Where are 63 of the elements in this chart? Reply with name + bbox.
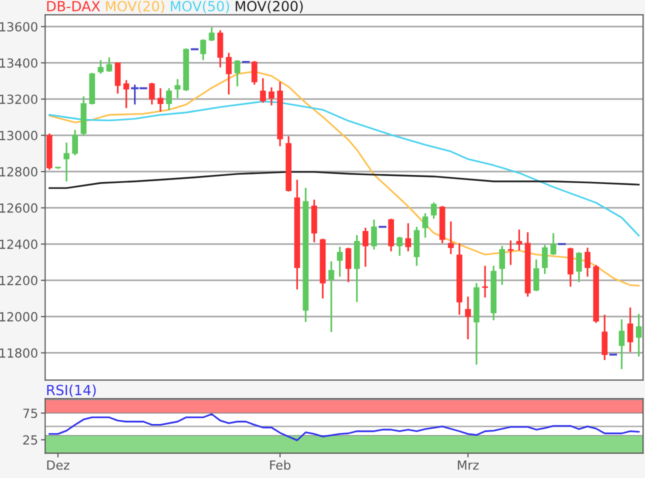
y-tick-label: 12200 xyxy=(0,276,38,286)
series-label: RSI(14) xyxy=(47,384,96,397)
y-tick-label: 13200 xyxy=(0,94,38,104)
candlestick xyxy=(345,246,352,283)
candlestick xyxy=(422,212,428,239)
text: MOV(50) xyxy=(170,0,230,14)
candlestick xyxy=(448,220,454,255)
candlestick xyxy=(371,218,377,250)
candlestick xyxy=(627,306,634,353)
y-tick-label: 25 xyxy=(23,435,38,445)
candlestick xyxy=(499,245,506,286)
x-tick-label: Feb xyxy=(270,460,290,470)
candlestick xyxy=(64,142,70,182)
candlestick xyxy=(234,59,240,88)
candlestick xyxy=(516,228,522,252)
candlestick xyxy=(252,60,258,86)
candlestick xyxy=(542,244,548,275)
candlestick xyxy=(362,226,368,268)
y-tick-label: 13600 xyxy=(0,22,38,32)
y-tick-label: 75 xyxy=(23,408,38,418)
candlestick xyxy=(576,251,582,283)
y-tick-label: 13400 xyxy=(0,58,38,68)
candlestick xyxy=(208,26,215,42)
y-tick-label: 12600 xyxy=(0,203,38,213)
y-tick-label: 11800 xyxy=(0,348,38,358)
candlestick xyxy=(508,240,514,266)
text: MOV(20) xyxy=(106,0,164,14)
candlestick xyxy=(430,202,437,220)
candlestick xyxy=(72,129,78,156)
x-tick-label: Dez xyxy=(47,460,70,470)
candlestick xyxy=(550,232,556,256)
candlestick xyxy=(174,78,180,100)
candlestick xyxy=(405,222,412,252)
text: MOV(200) xyxy=(236,0,303,14)
y-tick-label: 12800 xyxy=(0,167,38,177)
candlestick xyxy=(465,296,471,340)
candlestick xyxy=(149,82,155,106)
candlestick xyxy=(200,38,206,61)
candlestick xyxy=(636,313,642,358)
candlestick xyxy=(602,314,608,361)
candlestick xyxy=(226,52,232,96)
candlestick xyxy=(328,260,334,333)
line-series xyxy=(48,171,640,189)
candlestick xyxy=(158,87,164,113)
candlestick xyxy=(396,236,403,257)
candlestick xyxy=(336,246,343,278)
line-series xyxy=(48,413,640,442)
y-tick-label: 13000 xyxy=(0,130,38,140)
candlestick xyxy=(268,86,274,106)
candlestick xyxy=(98,59,104,75)
candlestick xyxy=(482,264,488,298)
candlestick xyxy=(166,87,172,111)
y-tick-label: 12400 xyxy=(0,240,38,250)
y-tick-label: 12000 xyxy=(0,312,38,322)
candlestick xyxy=(123,79,130,109)
candlestick xyxy=(106,56,112,73)
candlestick xyxy=(584,246,590,278)
x-tick-label: Mrz xyxy=(458,460,479,470)
candlestick xyxy=(114,62,121,94)
candlestick xyxy=(533,258,540,292)
candlestick xyxy=(260,77,266,104)
candlestick xyxy=(618,318,625,370)
text: DB-DAX xyxy=(47,1,100,12)
